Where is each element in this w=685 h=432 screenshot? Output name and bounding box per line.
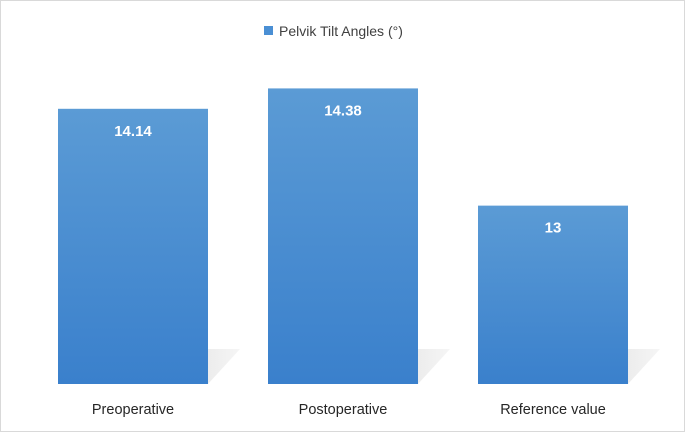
- legend: Pelvik Tilt Angles (°): [264, 23, 403, 39]
- data-labels: 14.14 14.38 13: [114, 102, 561, 236]
- legend-swatch: [264, 26, 273, 35]
- x-tick-label-postoperative: Postoperative: [299, 402, 388, 418]
- data-label-postoperative: 14.38: [324, 102, 362, 119]
- data-label-preoperative: 14.14: [114, 123, 152, 140]
- legend-label: Pelvik Tilt Angles (°): [279, 23, 403, 39]
- bar-preoperative: [58, 108, 208, 385]
- bars: [58, 88, 628, 385]
- x-tick-label-preoperative: Preoperative: [92, 402, 174, 418]
- x-tick-label-reference-value: Reference value: [500, 402, 606, 418]
- bar-reference-value: [478, 205, 628, 384]
- data-label-reference-value: 13: [545, 220, 562, 237]
- bar-postoperative: [268, 88, 418, 384]
- x-axis-labels: Preoperative Postoperative Reference val…: [92, 402, 606, 418]
